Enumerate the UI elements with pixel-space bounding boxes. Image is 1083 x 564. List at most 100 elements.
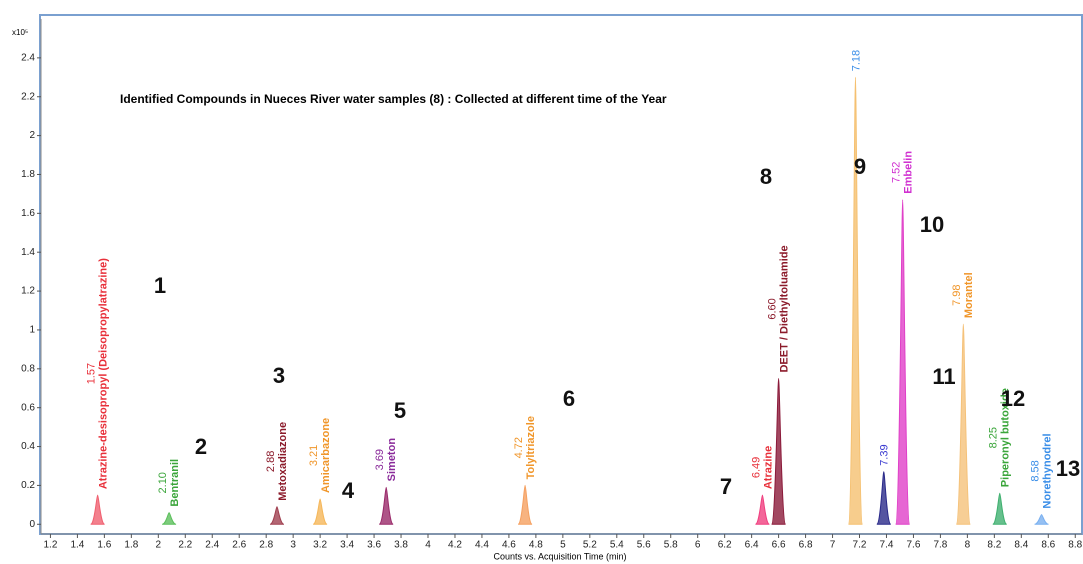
y-tick-label: 2.4 (21, 53, 35, 64)
x-tick-label: 5.2 (583, 540, 597, 551)
x-tick-label: 3.4 (340, 540, 354, 551)
compound-label: Embelin (903, 151, 915, 194)
x-tick-label: 4.6 (502, 540, 516, 551)
y-tick-label: 1.8 (21, 169, 35, 180)
x-tick-label: 2.4 (205, 540, 219, 551)
compound-label: Piperonyl butoxide (1000, 388, 1012, 487)
x-tick-label: 8 (965, 540, 971, 551)
retention-label: 7.98 (951, 284, 963, 305)
y-tick-label: 1 (29, 325, 35, 336)
x-tick-label: 5 (560, 540, 566, 551)
y-tick-label: 1.6 (21, 208, 35, 219)
peak (161, 512, 177, 525)
peak (992, 492, 1008, 525)
retention-label: 2.10 (157, 472, 169, 493)
x-tick-label: 7.8 (933, 540, 947, 551)
compound-label: Tolyltriazole (525, 416, 537, 479)
y-tick-label: 0.6 (21, 402, 35, 413)
x-tick-label: 2 (156, 540, 162, 551)
retention-label: 3.69 (374, 449, 386, 470)
compound-label: Bentranil (169, 459, 181, 507)
x-tick-label: 1.2 (43, 540, 57, 551)
x-tick-label: 7.4 (880, 540, 894, 551)
y-tick-label: 0.4 (21, 441, 35, 452)
compound-label: Atrazine-desisopropyl (Deisopropylatrazi… (98, 258, 110, 489)
peak (312, 498, 328, 525)
peak (754, 494, 770, 525)
peak (90, 494, 106, 525)
peak (1034, 514, 1049, 525)
compound-label: Norethynodrel (1041, 433, 1053, 508)
x-tick-label: 3.2 (313, 540, 327, 551)
peak-number: 10 (920, 212, 944, 237)
x-tick-label: 3 (290, 540, 296, 551)
x-tick-label: 6 (695, 540, 701, 551)
x-tick-label: 7.6 (906, 540, 920, 551)
compound-label: Metoxadiazone (277, 422, 289, 501)
retention-label: 6.49 (750, 457, 762, 478)
x-tick-label: 2.6 (232, 540, 246, 551)
retention-label: 4.72 (513, 437, 525, 458)
retention-label: 7.18 (850, 50, 862, 71)
peak (269, 506, 285, 525)
x-axis-label: Counts vs. Acquisition Time (min) (493, 551, 626, 561)
x-tick-label: 7.2 (853, 540, 867, 551)
x-tick-label: 6.2 (718, 540, 732, 551)
y-tick-label: 1.4 (21, 247, 35, 258)
y-tick-label: 1.2 (21, 286, 35, 297)
x-tick-label: 8.4 (1014, 540, 1028, 551)
retention-label: 2.88 (265, 451, 277, 472)
retention-label: 8.25 (988, 427, 1000, 448)
peak-number: 1 (154, 273, 166, 298)
x-tick-label: 8.2 (987, 540, 1001, 551)
peak-number: 12 (1001, 386, 1025, 411)
chart-title: Identified Compounds in Nueces River wat… (120, 92, 667, 106)
peak-number: 4 (342, 478, 355, 503)
x-tick-label: 6.8 (799, 540, 813, 551)
x-tick-label: 8.8 (1068, 540, 1082, 551)
x-tick-label: 4 (425, 540, 431, 551)
peak-number: 13 (1056, 456, 1080, 481)
peak-number: 3 (273, 363, 285, 388)
x-tick-label: 4.4 (475, 540, 489, 551)
peak-number: 9 (854, 154, 866, 179)
y-tick-label: 2.2 (21, 91, 35, 102)
x-tick-label: 2.2 (178, 540, 192, 551)
peak-number: 6 (563, 386, 575, 411)
y-tick-label: 2 (29, 130, 35, 141)
compound-label: Atrazine (762, 446, 774, 489)
x-tick-label: 3.6 (367, 540, 381, 551)
y-tick-label: 0 (29, 519, 35, 530)
x-tick-label: 6.4 (745, 540, 759, 551)
peak-number: 11 (932, 364, 955, 389)
peak-number: 7 (720, 474, 732, 499)
peak (517, 484, 533, 525)
x-tick-label: 7 (830, 540, 836, 551)
x-tick-label: 1.4 (70, 540, 84, 551)
retention-label: 6.60 (767, 298, 779, 319)
compound-label: DEET / Diethyltoluamide (779, 245, 791, 372)
retention-label: 8.58 (1029, 460, 1041, 481)
x-tick-label: 5.6 (637, 540, 651, 551)
peak (378, 486, 394, 525)
y-multiplier: x10⁵ (12, 28, 28, 37)
x-tick-label: 4.8 (529, 540, 543, 551)
x-tick-label: 1.8 (124, 540, 138, 551)
peak (876, 471, 892, 525)
peak-number: 5 (394, 398, 406, 423)
x-tick-label: 3.8 (394, 540, 408, 551)
x-tick-label: 4.2 (448, 540, 462, 551)
peak (771, 378, 787, 525)
x-tick-label: 8.6 (1041, 540, 1055, 551)
x-tick-label: 1.6 (97, 540, 111, 551)
retention-label: 3.21 (308, 445, 320, 466)
retention-label: 7.39 (879, 444, 891, 465)
y-tick-label: 0.2 (21, 480, 35, 491)
retention-label: 1.57 (86, 363, 98, 384)
peak-number: 2 (195, 434, 207, 459)
peak (847, 76, 863, 525)
x-tick-label: 5.8 (664, 540, 678, 551)
compound-label: Amicarbazone (320, 418, 332, 493)
compound-label: Morantel (963, 272, 975, 318)
